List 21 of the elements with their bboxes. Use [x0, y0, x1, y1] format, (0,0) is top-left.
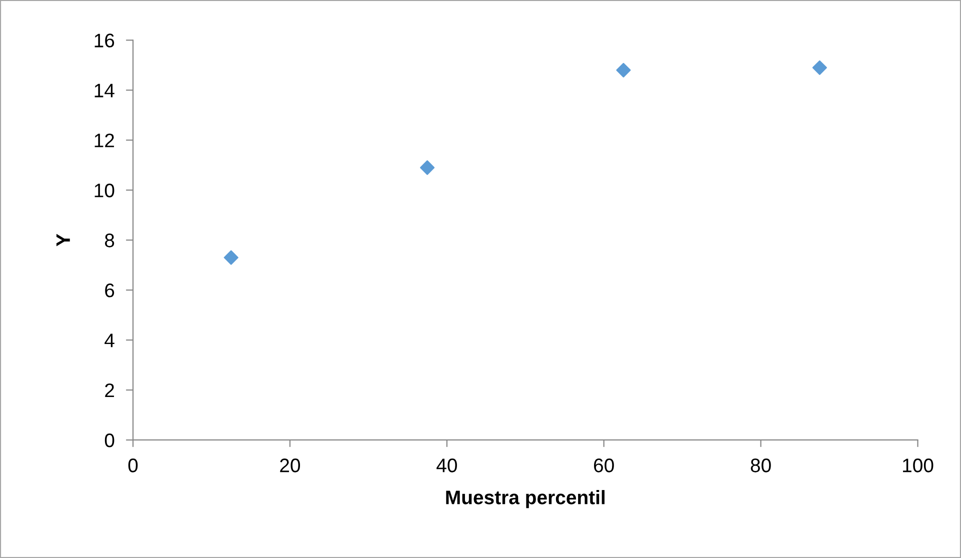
- y-tick-label: 0: [104, 433, 114, 448]
- point: [224, 250, 238, 265]
- y-tick-label: 6: [105, 284, 114, 298]
- point: [420, 160, 435, 175]
- x-tick-label: 0: [128, 458, 138, 472]
- x-tick-label: 60: [594, 458, 614, 472]
- y-tick-label: 4: [104, 334, 114, 348]
- x-tick-label: 100: [903, 458, 934, 472]
- x-tick-label: 80: [750, 458, 771, 472]
- x-tick-label: 40: [436, 458, 457, 472]
- y-tick-label: 8: [104, 234, 114, 248]
- y-tick-label: 2: [105, 383, 114, 398]
- y-tick-label: 16: [94, 34, 114, 48]
- x-tick-label: 20: [280, 458, 300, 472]
- x-axis-title: Muestra percentil: [446, 490, 605, 508]
- point: [812, 60, 827, 75]
- point: [616, 62, 631, 78]
- y-tick-label: 14: [94, 84, 114, 98]
- y-tick-label: 10: [94, 184, 114, 198]
- y-axis-title: Y: [56, 234, 70, 246]
- y-tick-label: 12: [94, 134, 114, 148]
